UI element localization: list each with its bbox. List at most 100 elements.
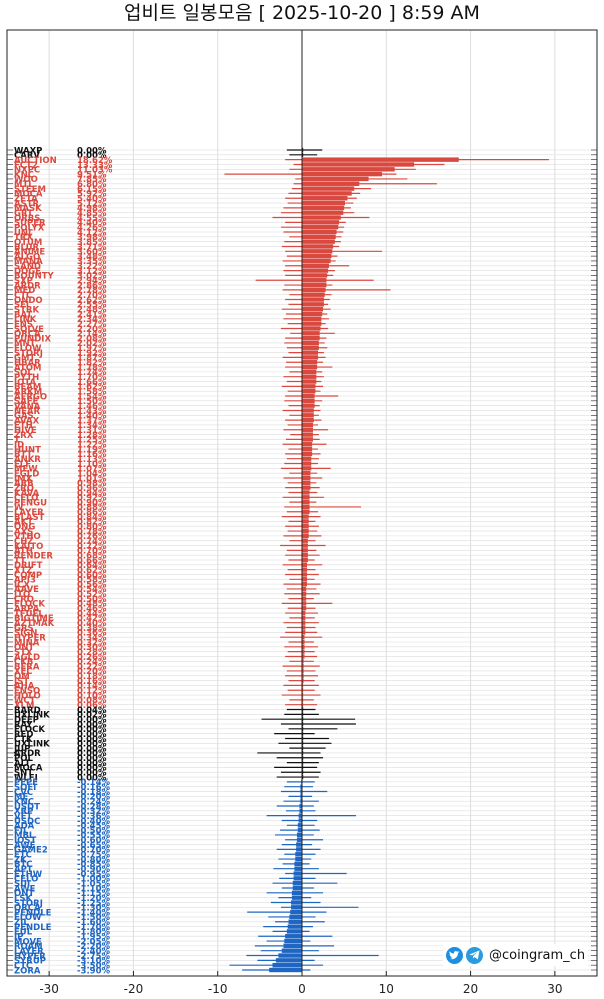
row-change-label: 0.96% (77, 484, 107, 494)
telegram-icon[interactable] (466, 946, 483, 964)
row-change-label: -0.75% (77, 851, 110, 861)
row-change-label: -1.95% (77, 933, 110, 943)
change-bar (302, 147, 304, 153)
change-bar (302, 292, 325, 297)
row-change-label: 3.22% (77, 262, 107, 272)
row-change-label: -1.40% (77, 908, 110, 918)
row-name-label: PENDLE (14, 923, 52, 933)
change-bar (302, 287, 326, 293)
row-name-label: TRX (14, 233, 33, 243)
change-bar (285, 934, 302, 939)
row-name-label: ALGO (14, 252, 40, 262)
row-change-label: 0.94% (77, 489, 107, 499)
row-change-label: 4.98% (77, 204, 107, 214)
row-change-label: 0.74% (77, 537, 107, 547)
row-change-label: 1.87% (77, 354, 107, 364)
row-change-label: 0.34% (77, 633, 107, 643)
row-change-label: 2.08% (77, 334, 107, 344)
row-change-label: 4.12% (77, 228, 107, 238)
row-name-label: SOL (14, 368, 33, 378)
change-bar (302, 692, 304, 698)
row-name-label: EGLD (14, 469, 39, 479)
row-change-label: 1.97% (77, 344, 107, 354)
twitter-icon[interactable] (446, 946, 463, 964)
row-name-label: CELO (14, 875, 38, 885)
row-name-label: PUNDIX (14, 334, 51, 344)
row-change-label: 0.56% (77, 580, 107, 590)
row-name-label: DEEP (14, 715, 39, 725)
change-bar (302, 369, 317, 375)
row-name-label: ARDR (14, 749, 41, 759)
row-change-label: 0.12% (77, 687, 107, 697)
change-bar (302, 610, 306, 616)
row-name-label: HUNT (14, 445, 41, 455)
row-name-label: CTC (14, 291, 32, 301)
change-bar (278, 953, 302, 958)
row-change-label: 11.03% (77, 166, 113, 176)
row-change-label: 0.00% (77, 764, 107, 774)
row-change-label: 2.41% (77, 310, 107, 320)
row-change-label: 1.62% (77, 383, 107, 393)
row-change-label: 2.27% (77, 320, 107, 330)
row-name-label: BTT (14, 450, 32, 460)
row-change-label: 0.00% (77, 725, 107, 735)
row-change-label: -3.50% (77, 961, 110, 971)
row-name-label: ARPA (14, 605, 40, 615)
row-change-label: 0.02% (77, 711, 107, 721)
row-change-label: 3.02% (77, 272, 107, 282)
change-bar (302, 774, 304, 780)
row-name-label: LAYER (14, 947, 44, 957)
row-name-label: CVC (14, 788, 33, 798)
row-name-label: AHA (14, 682, 35, 692)
change-bar (302, 350, 319, 355)
change-bar (302, 326, 321, 331)
change-bar (302, 678, 304, 683)
x-tick-label: 20 (463, 982, 478, 996)
row-name-label: STX (14, 648, 33, 658)
change-bar (298, 813, 302, 818)
row-change-label: -0.45% (77, 822, 110, 832)
change-bar (302, 606, 307, 611)
change-bar (302, 745, 304, 751)
row-change-label: 0.22% (77, 662, 107, 672)
change-bar (302, 311, 323, 317)
row-change-label: 0.28% (77, 648, 107, 658)
change-bar (302, 224, 339, 230)
row-name-label: LINK (14, 315, 37, 325)
row-name-label: XLM (14, 701, 34, 711)
row-name-label: WAXP (14, 146, 42, 156)
change-bar (302, 683, 304, 688)
row-change-label: -0.16% (77, 783, 110, 793)
row-change-label: 13.33% (77, 161, 113, 171)
row-change-label: 0.58% (77, 576, 107, 586)
row-change-label: 0.60% (77, 571, 107, 581)
row-change-label: -0.65% (77, 841, 110, 851)
change-bar (302, 249, 333, 254)
change-bar (302, 167, 395, 172)
row-name-label: USDC (14, 817, 40, 827)
change-bar (302, 263, 329, 268)
row-name-label: MNT (14, 339, 36, 349)
change-bar (302, 485, 311, 490)
row-change-label: 1.13% (77, 455, 107, 465)
change-bar (302, 152, 304, 158)
change-bar (302, 591, 307, 596)
row-name-label: JUP (13, 744, 30, 754)
row-change-label: -0.24% (77, 797, 110, 807)
row-name-label: HOLO (14, 691, 41, 701)
row-name-label: SAND (14, 262, 41, 272)
watermark-handle[interactable]: @coingram_ch (489, 947, 586, 963)
row-change-label: 4.40% (77, 219, 107, 229)
change-bar (302, 215, 341, 220)
change-bar (302, 403, 315, 408)
row-name-label: VANA (14, 402, 41, 412)
change-bar (302, 490, 310, 495)
row-change-label: 1.66% (77, 378, 107, 388)
change-bar (302, 673, 304, 678)
row-name-label: MOVE (14, 937, 42, 947)
row-name-label: CELO (14, 494, 38, 504)
row-name-label: AWE (14, 841, 36, 851)
change-bar (284, 938, 302, 944)
row-change-label: 0.86% (77, 508, 107, 518)
row-name-label: STRK (14, 305, 39, 315)
